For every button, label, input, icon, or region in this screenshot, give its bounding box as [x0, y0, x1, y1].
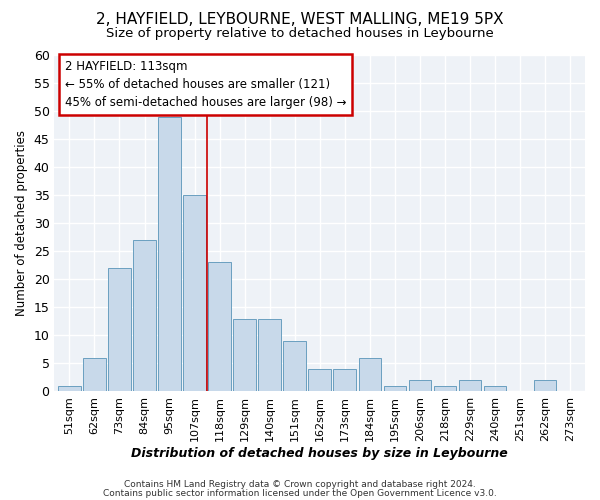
Bar [158, 116, 181, 392]
Bar [58, 386, 80, 392]
Bar [409, 380, 431, 392]
Text: Size of property relative to detached houses in Leybourne: Size of property relative to detached ho… [106, 28, 494, 40]
Bar [233, 318, 256, 392]
Bar [484, 386, 506, 392]
Bar [108, 268, 131, 392]
Bar [334, 369, 356, 392]
Bar [184, 195, 206, 392]
X-axis label: Distribution of detached houses by size in Leybourne: Distribution of detached houses by size … [131, 447, 508, 460]
Text: Contains HM Land Registry data © Crown copyright and database right 2024.: Contains HM Land Registry data © Crown c… [124, 480, 476, 489]
Text: 2, HAYFIELD, LEYBOURNE, WEST MALLING, ME19 5PX: 2, HAYFIELD, LEYBOURNE, WEST MALLING, ME… [96, 12, 504, 28]
Bar [208, 262, 231, 392]
Bar [259, 318, 281, 392]
Bar [283, 341, 306, 392]
Text: Contains public sector information licensed under the Open Government Licence v3: Contains public sector information licen… [103, 488, 497, 498]
Bar [359, 358, 381, 392]
Bar [434, 386, 456, 392]
Text: 2 HAYFIELD: 113sqm
← 55% of detached houses are smaller (121)
45% of semi-detach: 2 HAYFIELD: 113sqm ← 55% of detached hou… [65, 60, 347, 109]
Bar [383, 386, 406, 392]
Bar [458, 380, 481, 392]
Y-axis label: Number of detached properties: Number of detached properties [15, 130, 28, 316]
Bar [308, 369, 331, 392]
Bar [533, 380, 556, 392]
Bar [83, 358, 106, 392]
Bar [133, 240, 156, 392]
